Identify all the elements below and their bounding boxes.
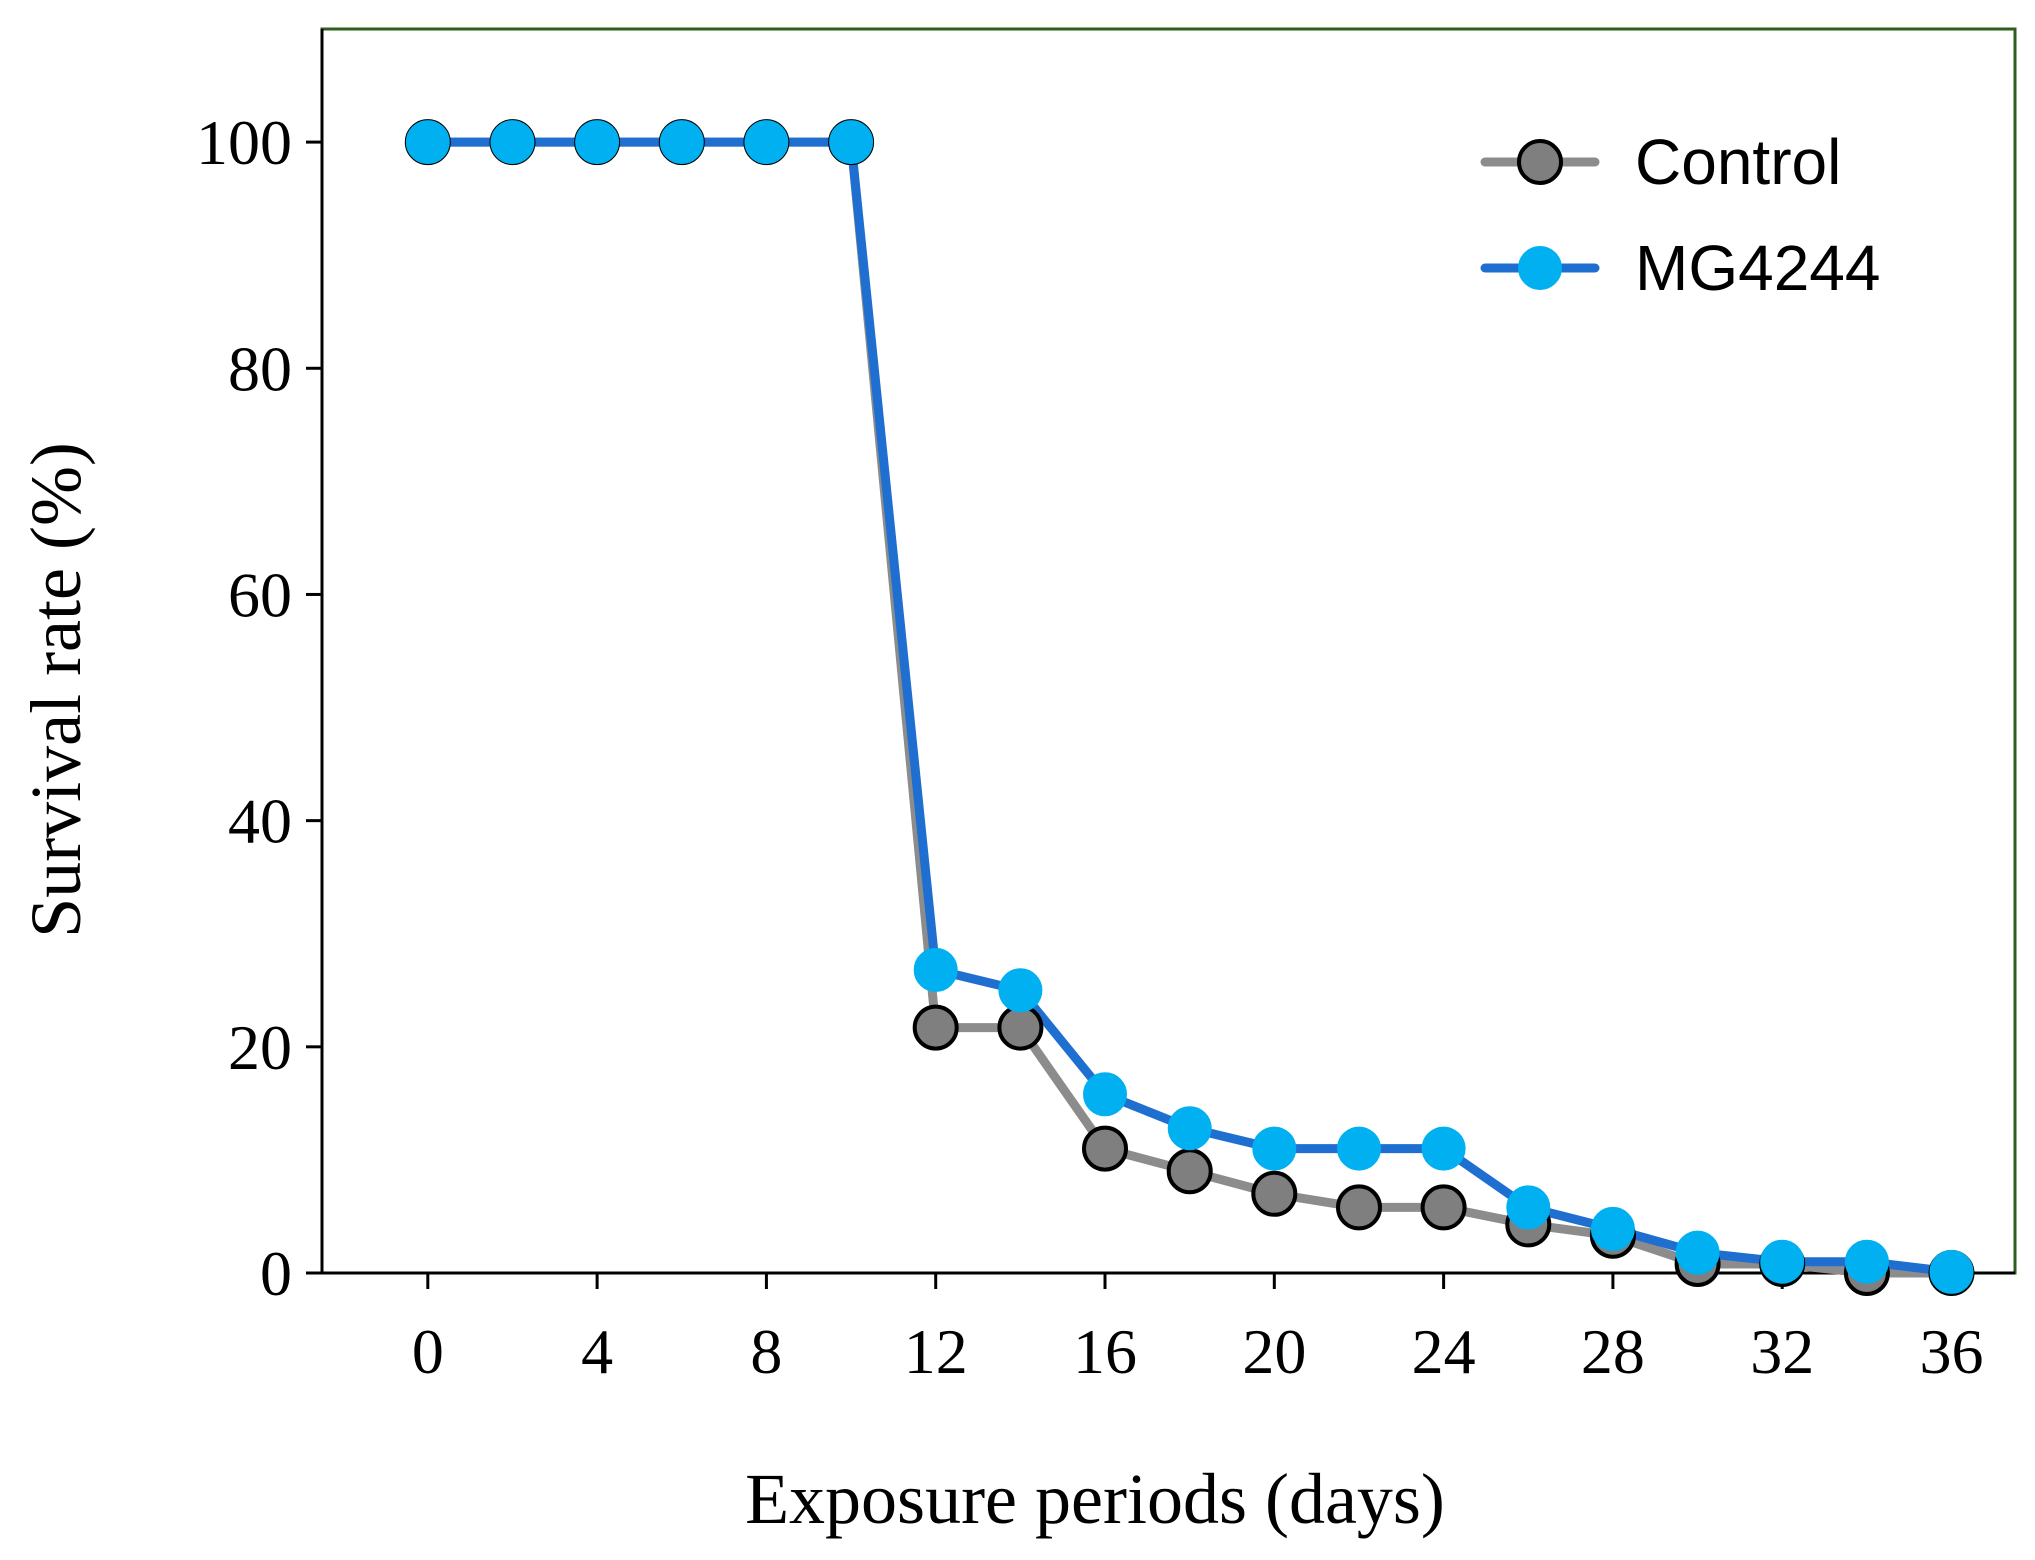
series-line-mg4244: [423, 137, 1956, 1277]
data-point-mg4244: [744, 120, 789, 165]
data-point-control: [1336, 1184, 1382, 1231]
data-point-mg4244: [1844, 1239, 1889, 1284]
data-point-mg4244: [1506, 1185, 1551, 1230]
data-point-control: [997, 1004, 1044, 1051]
x-tick-label: 24: [1412, 1316, 1476, 1387]
y-tick-label: 20: [228, 1012, 292, 1083]
y-axis-title: Survival rate (%): [16, 442, 96, 938]
series-layer: [404, 119, 1975, 1296]
legend-label-mg4244: MG4244: [1635, 232, 1880, 304]
data-point-mg4244: [405, 120, 450, 165]
data-point-mg4244: [1083, 1072, 1127, 1117]
data-point-mg4244: [1760, 1239, 1805, 1284]
x-tick-label: 12: [904, 1316, 968, 1387]
y-tick-label: 0: [260, 1238, 292, 1309]
data-point-mg4244: [1590, 1206, 1635, 1251]
legend: Control MG4244: [1480, 126, 1880, 304]
y-tick-label: 80: [228, 333, 292, 404]
data-point-mg4244: [1675, 1230, 1720, 1275]
data-point-control: [1082, 1125, 1128, 1172]
data-point-mg4244: [1929, 1249, 1974, 1294]
data-point-mg4244: [1421, 1126, 1466, 1171]
x-tick-label: 20: [1242, 1316, 1306, 1387]
y-tick-label: 40: [228, 786, 292, 857]
data-point-mg4244: [575, 120, 620, 165]
data-point-mg4244: [1252, 1126, 1297, 1171]
x-tick-label: 4: [581, 1316, 613, 1387]
data-point-control: [1166, 1148, 1213, 1195]
data-point-mg4244: [913, 947, 958, 992]
x-tick-label: 16: [1073, 1316, 1137, 1387]
plot-frame: [320, 27, 2017, 1275]
x-tick-label: 0: [412, 1316, 444, 1387]
y-tick-label: 100: [196, 107, 292, 178]
data-point-mg4244: [1167, 1106, 1212, 1151]
data-point-control: [1251, 1170, 1298, 1217]
legend-label-control: Control: [1635, 126, 1841, 198]
data-point-mg4244: [998, 968, 1043, 1013]
legend-marker-control: [1517, 139, 1563, 185]
x-tick-label: 36: [1920, 1316, 1984, 1387]
series-line-control: [423, 137, 1956, 1278]
data-point-mg4244: [659, 120, 704, 165]
data-point-mg4244: [1337, 1126, 1381, 1171]
x-tick-label: 32: [1750, 1316, 1814, 1387]
data-point-control: [912, 1004, 959, 1051]
x-tick-label: 8: [750, 1316, 782, 1387]
data-point-mg4244: [490, 120, 535, 165]
legend-marker-mg4244: [1518, 246, 1562, 290]
x-tick-label: 28: [1581, 1316, 1645, 1387]
axes: 0 20 40 60 80 100 0 4 8 12 16 20 24 28 32 36: [196, 29, 2015, 1387]
x-axis-title: Exposure periods (days): [745, 1459, 1445, 1539]
data-point-control: [1420, 1184, 1467, 1231]
y-tick-label: 60: [228, 559, 292, 630]
data-point-mg4244: [829, 120, 874, 165]
